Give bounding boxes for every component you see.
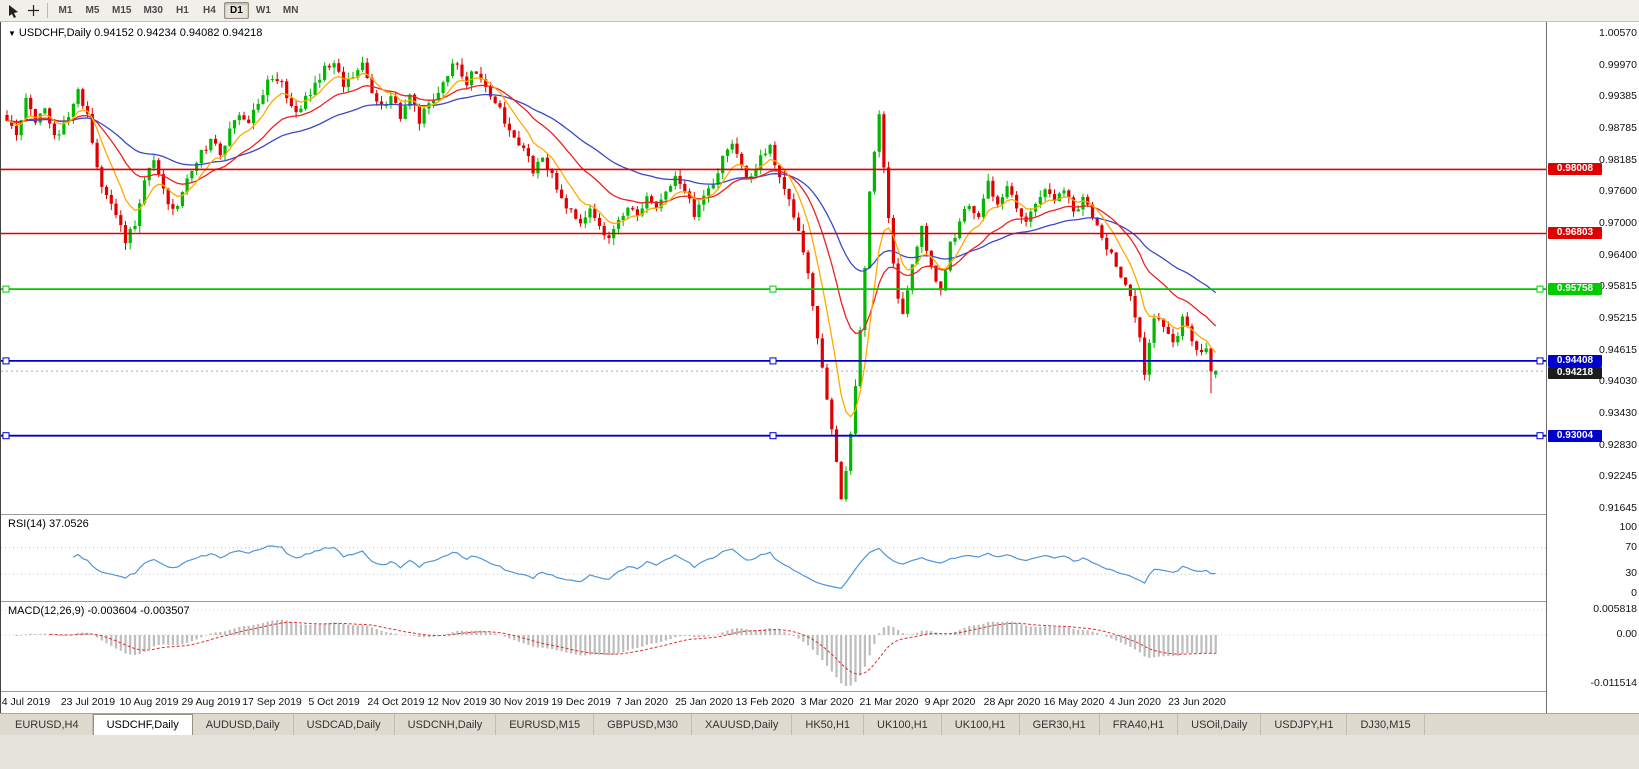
chart-tab-gbpusd-m30[interactable]: GBPUSD,M30 (594, 714, 693, 735)
hline-price-box: 0.96803 (1548, 227, 1602, 240)
main-chart-canvas[interactable]: ▼ USDCHF,Daily 0.94152 0.94234 0.94082 0.… (1, 22, 1546, 514)
date-axis: 4 Jul 2019 23 Jul 2019 10 Aug 2019 29 Aug 2… (1, 691, 1546, 713)
price-axis-label: 0.97600 (1599, 185, 1637, 198)
candlestick-chart[interactable] (1, 22, 1546, 514)
chart-tab-dj30-m15[interactable]: DJ30,M15 (1347, 714, 1425, 735)
chart-title-text: USDCHF,Daily 0.94152 0.94234 0.94082 0.9… (18, 27, 263, 39)
timeframe-button-m5[interactable]: M5 (85, 5, 100, 16)
price-axis-label: 1.00570 (1599, 27, 1637, 39)
date-axis-label: 9 Apr 2020 (924, 696, 976, 708)
macd-axis-label: 0.005818 (1593, 603, 1637, 615)
price-axis-label: 0.92830 (1599, 438, 1637, 451)
chart-tab-uk100-h1[interactable]: UK100,H1 (942, 714, 1020, 735)
date-axis-label: 12 Nov 2019 (427, 696, 487, 708)
price-axis-label: 0.95815 (1599, 280, 1637, 293)
chart-tab-eurusd-m15[interactable]: EURUSD,M15 (496, 714, 595, 735)
timeframe-button-h4[interactable]: H4 (203, 5, 216, 16)
date-axis-label: 23 Jul 2019 (60, 696, 116, 708)
macd-axis-label: 0.00 (1616, 628, 1637, 640)
price-axis: 1.00570 0.99970 0.99385 0.98785 0.98185 0.976… (1546, 22, 1639, 713)
chart-tab-usdjpy-h1[interactable]: USDJPY,H1 (1261, 714, 1348, 735)
hline-price-box: 0.93004 (1548, 429, 1602, 442)
rsi-name: RSI(14) (8, 518, 46, 530)
timeframe-button-mn[interactable]: MN (282, 5, 299, 16)
date-axis-label: 23 Jun 2020 (1168, 696, 1226, 708)
rsi-axis-label: 30 (1625, 567, 1637, 580)
price-axis-label: 0.92245 (1599, 470, 1637, 483)
rsi-value: 37.0526 (48, 518, 89, 530)
cursor-icon[interactable] (3, 2, 23, 20)
price-axis-label: 0.99970 (1599, 58, 1637, 71)
price-axis-label: 0.98785 (1599, 122, 1637, 134)
timeframe-button-m30[interactable]: M30 (143, 5, 163, 16)
date-axis-label: 10 Aug 2019 (119, 696, 179, 708)
date-axis-label: 3 Mar 2020 (800, 696, 854, 708)
date-axis-label: 13 Feb 2020 (735, 696, 795, 708)
chart-tab-fra40-h1[interactable]: FRA40,H1 (1100, 714, 1179, 735)
price-axis-label: 0.99385 (1599, 90, 1637, 103)
timeframe-button-d1[interactable]: D1 (223, 2, 249, 19)
date-axis-label: 16 May 2020 (1043, 696, 1105, 708)
hline-price-box: 0.94408 (1548, 354, 1602, 367)
date-axis-label: 19 Dec 2019 (551, 696, 611, 708)
macd-values: -0.003604 -0.003507 (87, 605, 190, 617)
macd-chart[interactable] (1, 602, 1546, 691)
rsi-axis-label: 70 (1625, 540, 1637, 553)
chart-tab-uk100-h1[interactable]: UK100,H1 (864, 714, 942, 735)
chart-tab-eurusd-h4[interactable]: EURUSD,H4 (2, 714, 93, 735)
bottom-filler (0, 735, 1639, 769)
rsi-chart[interactable] (1, 515, 1546, 601)
timeframe-toolbar: M1 M5 M15 M30 H1 H4 D1 W1 MN (0, 0, 1639, 22)
date-axis-label: 28 Apr 2020 (983, 696, 1041, 708)
date-axis-label: 24 Oct 2019 (367, 696, 425, 708)
toolbar-separator (47, 3, 48, 18)
timeframe-button-h1[interactable]: H1 (176, 5, 189, 16)
price-axis-label: 0.97000 (1599, 217, 1637, 229)
hline-price-box: 0.95758 (1548, 283, 1602, 296)
date-axis-label: 29 Aug 2019 (181, 696, 241, 708)
date-axis-label: 21 Mar 2020 (859, 696, 919, 708)
date-axis-label: 7 Jan 2020 (616, 696, 668, 708)
chart-title: ▼ USDCHF,Daily 0.94152 0.94234 0.94082 0.… (8, 27, 262, 39)
hline-price-box: 0.98008 (1548, 163, 1602, 176)
price-axis-label: 0.94615 (1599, 343, 1637, 356)
chart-tab-usdcad-daily[interactable]: USDCAD,Daily (294, 714, 395, 735)
rsi-label: RSI(14) 37.0526 (8, 518, 89, 530)
macd-name: MACD(12,26,9) (8, 605, 85, 617)
timeframe-button-m1[interactable]: M1 (58, 5, 73, 16)
macd-panel[interactable]: MACD(12,26,9) -0.003604 -0.003507 (1, 601, 1546, 691)
macd-axis-label: -0.011514 (1590, 677, 1637, 689)
chart-tab-usdcnh-daily[interactable]: USDCNH,Daily (395, 714, 497, 735)
date-axis-label: 25 Jan 2020 (675, 696, 733, 708)
chart-tab-usoil-daily[interactable]: USOil,Daily (1178, 714, 1262, 735)
rsi-panel[interactable]: RSI(14) 37.0526 (1, 514, 1546, 601)
date-axis-label: 4 Jul 2019 (1, 696, 51, 708)
price-axis-label: 0.91645 (1599, 502, 1637, 514)
timeframe-button-m15[interactable]: M15 (112, 5, 132, 16)
chart-tab-audusd-daily[interactable]: AUDUSD,Daily (193, 714, 294, 735)
price-axis-label: 0.95215 (1599, 312, 1637, 324)
current-price-box: 0.94218 (1548, 367, 1602, 380)
rsi-axis-label: 0 (1631, 587, 1637, 599)
price-axis-label: 0.98185 (1599, 153, 1637, 166)
chart-window: ▼ USDCHF,Daily 0.94152 0.94234 0.94082 0.… (0, 22, 1639, 713)
price-axis-label: 0.93430 (1599, 407, 1637, 419)
crosshair-icon[interactable] (23, 2, 43, 20)
chart-tab-hk50-h1[interactable]: HK50,H1 (792, 714, 865, 735)
macd-label: MACD(12,26,9) -0.003604 -0.003507 (8, 605, 190, 617)
date-axis-label: 5 Oct 2019 (308, 696, 360, 708)
chart-tab-usdchf-daily[interactable]: USDCHF,Daily (92, 714, 193, 735)
date-axis-label: 30 Nov 2019 (489, 696, 549, 708)
date-axis-label: 17 Sep 2019 (242, 696, 302, 708)
chart-tab-xauusd-daily[interactable]: XAUUSD,Daily (692, 714, 793, 735)
price-axis-label: 0.94030 (1599, 375, 1637, 388)
price-axis-label: 0.96400 (1599, 248, 1637, 261)
chart-tab-ger30-h1[interactable]: GER30,H1 (1020, 714, 1100, 735)
timeframe-buttons: M1 M5 M15 M30 H1 H4 D1 W1 MN (52, 2, 304, 19)
chevron-down-icon[interactable]: ▼ (8, 29, 16, 38)
chart-tab-bar: EURUSD,H4 USDCHF,Daily AUDUSD,Daily USDCAD,… (0, 713, 1639, 735)
timeframe-button-w1[interactable]: W1 (255, 5, 271, 16)
date-axis-label: 4 Jun 2020 (1109, 696, 1161, 708)
rsi-axis-label: 100 (1619, 521, 1637, 533)
